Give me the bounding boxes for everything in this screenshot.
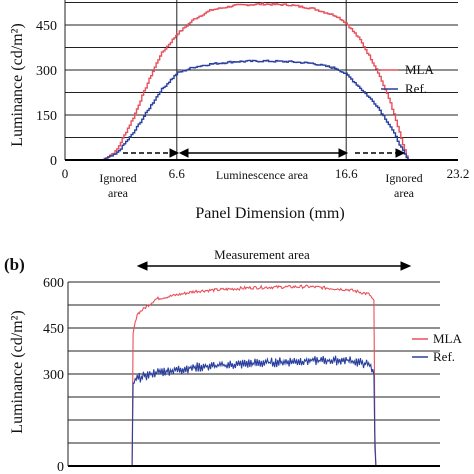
annotation-measurement-area: Measurement area (214, 247, 310, 262)
arrowhead-lum-right (338, 148, 349, 158)
panel-b-y-tick-label: 450 (43, 322, 64, 337)
panel-a-arrows (123, 148, 406, 158)
annotation-ignored-right: Ignored area (385, 171, 422, 200)
panel-a-vlines (64, 0, 347, 160)
panel-b-label: (b) (4, 255, 25, 274)
panel-b-series-ref (68, 355, 440, 467)
panel-a-y-tick-label: 0 (50, 154, 57, 169)
ignored-right-line2: area (394, 186, 415, 200)
panel-a-x-tick-label: 0 (62, 166, 69, 181)
panel-a-y-axis-label: Luminance (cd/m²) (9, 23, 26, 146)
panel-a-y-tick-label: 150 (36, 109, 57, 124)
panel-b-y-tick-label: 300 (43, 368, 64, 383)
legend-a-mla-label: MLA (405, 62, 435, 77)
ignored-left-line1: Ignored (99, 171, 136, 185)
annotation-ignored-left: Ignored area (99, 171, 136, 200)
panel-b-series (68, 284, 440, 467)
panel-a-y-tick-label: 300 (36, 64, 57, 79)
annotation-luminescence-area: Luminescence area (216, 168, 309, 182)
panel-a-series-mla (65, 2, 458, 161)
panel-b: (b) 0 300 450 600 Luminance (cd/m²) Measure… (4, 247, 463, 474)
legend-b-mla-label: MLA (433, 331, 463, 346)
panel-b-y-tick-label: 600 (43, 276, 64, 291)
panel-b-y-ticks: 0 300 450 600 (43, 276, 64, 474)
panel-a-x-ticks: 0 6.6 16.6 23.2 (62, 166, 470, 181)
panel-a-legend: MLA Ref. (381, 62, 435, 96)
panel-a-y-tick-label: 450 (36, 19, 57, 34)
arrowhead-ignored-right (395, 148, 406, 158)
arrowhead-ignored-left (169, 148, 180, 158)
legend-b-ref-label: Ref. (433, 349, 455, 364)
panel-a-x-axis-label: Panel Dimension (mm) (195, 205, 344, 222)
panel-b-y-axis-label: Luminance (cd/m²) (9, 310, 26, 433)
ignored-left-line2: area (108, 186, 129, 200)
arrowhead-lum-left (178, 148, 189, 158)
arrowhead-measurement-left (136, 261, 148, 271)
panel-a-x-tick-label: 23.2 (447, 166, 470, 181)
panel-a-x-tick-label: 16.6 (335, 166, 358, 181)
panel-a-y-ticks: 0 150 300 450 (36, 19, 57, 169)
panel-b-y-tick-label: 0 (57, 460, 64, 474)
panel-b-arrow (136, 261, 412, 271)
panel-a: 0 150 300 450 0 6.6 16.6 23.2 Luminance (cd/m²… (9, 0, 469, 222)
ignored-right-line1: Ignored (385, 171, 422, 185)
panel-b-legend: MLA Ref. (412, 331, 463, 364)
panel-a-gridlines (65, 2, 458, 138)
arrowhead-measurement-right (400, 261, 412, 271)
panel-a-series-ref (65, 59, 458, 161)
legend-a-ref-label: Ref. (405, 81, 427, 96)
panel-a-x-tick-label: 6.6 (169, 166, 186, 181)
panel-b-series-mla (68, 284, 440, 467)
panel-b-gridlines (67, 281, 440, 466)
panel-a-series (65, 2, 458, 161)
